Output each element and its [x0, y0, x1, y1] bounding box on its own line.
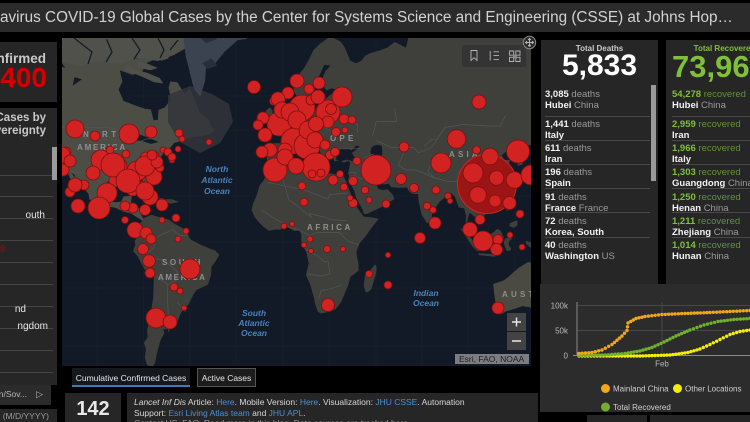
- svg-text:Mainland China: Mainland China: [613, 385, 669, 394]
- svg-text:Feb: Feb: [655, 360, 669, 369]
- svg-text:NORTH: NORTH: [83, 130, 129, 139]
- svg-text:AFRICA: AFRICA: [307, 223, 353, 232]
- svg-text:AMERICA: AMERICA: [158, 273, 207, 282]
- svg-text:AMERICA: AMERICA: [77, 143, 127, 152]
- svg-text:Atlantic: Atlantic: [200, 175, 232, 185]
- svg-text:0: 0: [564, 352, 569, 361]
- svg-text:Ocean: Ocean: [241, 328, 267, 338]
- svg-text:100k: 100k: [551, 302, 569, 311]
- svg-text:Ocean: Ocean: [413, 298, 439, 308]
- svg-text:50k: 50k: [555, 327, 569, 336]
- svg-text:OPE: OPE: [330, 134, 357, 143]
- svg-text:Other Locations: Other Locations: [685, 385, 741, 394]
- svg-text:Total Recovered: Total Recovered: [613, 403, 671, 412]
- svg-text:South: South: [242, 308, 266, 318]
- svg-text:SOUTH: SOUTH: [162, 258, 203, 267]
- svg-text:AUST: AUST: [502, 290, 537, 299]
- svg-text:North: North: [206, 164, 229, 174]
- svg-text:Esri, FAO, NOAA: Esri, FAO, NOAA: [459, 354, 525, 364]
- svg-text:Indian: Indian: [413, 288, 438, 298]
- svg-text:Atlantic: Atlantic: [237, 318, 269, 328]
- svg-text:Ocean: Ocean: [204, 186, 230, 196]
- svg-text:ASIA: ASIA: [449, 150, 481, 159]
